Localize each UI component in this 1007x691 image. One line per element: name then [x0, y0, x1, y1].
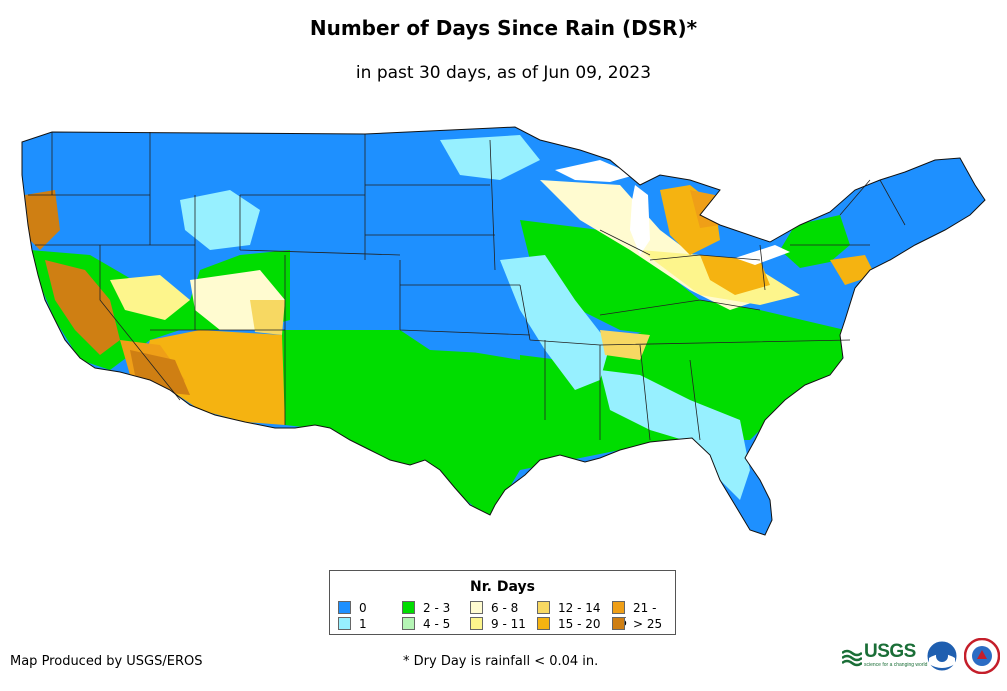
legend-item: 1 [338, 617, 367, 631]
region-orange-oh [700, 255, 770, 295]
legend-label: > 25 [633, 617, 663, 631]
us-outline [21, 126, 986, 536]
region-1214-sw [250, 300, 285, 335]
legend-swatch [470, 601, 483, 614]
state-borders [28, 132, 906, 441]
legend-swatch [612, 601, 625, 614]
legend-swatch [537, 617, 550, 630]
lake-erie [735, 245, 790, 265]
region-green-south [280, 330, 845, 520]
region-orange-sw [140, 330, 285, 425]
credit-text: Map Produced by USGS/EROS [10, 654, 203, 669]
legend-label: 6 - 8 [491, 601, 519, 615]
noaa-logo-icon [926, 640, 958, 672]
usgs-logo: USGS science for a changing world [842, 641, 927, 671]
usgs-wave-icon [842, 649, 862, 667]
map-title: Number of Days Since Rain (DSR)* [309, 16, 698, 40]
region-lightblue-north [440, 135, 540, 180]
legend-label: 9 - 11 [491, 617, 526, 631]
nws-logo-icon [964, 638, 1000, 674]
legend-label: 15 - 20 [558, 617, 601, 631]
legend-swatch [338, 601, 351, 614]
dry-day-note: * Dry Day is rainfall < 0.04 in. [403, 654, 599, 669]
legend-item: 0 [338, 601, 367, 615]
usgs-wordmark: USGS [864, 641, 916, 662]
region-lightblue-se [600, 370, 750, 500]
legend-label: 4 - 5 [423, 617, 451, 631]
legend-item: 12 - 14 [537, 601, 601, 615]
agency-logos: USGS science for a changing world [842, 637, 1002, 675]
legend: Nr. Days 0 1 2 - 3 4 - 5 6 - 8 9 - 11 12 - 14 1… [329, 570, 676, 635]
legend-swatch [537, 601, 550, 614]
legend-item: 21 - 25 [612, 601, 675, 629]
lake-superior [555, 160, 635, 182]
lake-michigan [630, 185, 650, 255]
legend-item: 6 - 8 [470, 601, 518, 615]
region-gt25-az [130, 350, 190, 395]
legend-item: 2 - 3 [402, 601, 450, 615]
legend-item: 15 - 20 [537, 617, 601, 631]
legend-swatch [612, 617, 625, 630]
map-subtitle: in past 30 days, as of Jun 09, 2023 [355, 63, 652, 83]
legend-label: 0 [359, 601, 367, 615]
region-lightblue-plains [500, 255, 610, 390]
region-blue-plains [290, 260, 520, 360]
legend-label: 2 - 3 [423, 601, 451, 615]
region-yellow-west [110, 275, 190, 320]
region-green-east [520, 220, 845, 350]
legend-label: 12 - 14 [558, 601, 601, 615]
legend-item: > 25 [612, 617, 662, 631]
region-green-ne [780, 215, 850, 268]
legend-swatch [402, 601, 415, 614]
legend-item: 9 - 11 [470, 617, 526, 631]
legend-label: 1 [359, 617, 367, 631]
legend-swatch [470, 617, 483, 630]
legend-swatch [402, 617, 415, 630]
region-gt25-ca [45, 260, 120, 355]
us-map [21, 126, 986, 536]
legend-item: 4 - 5 [402, 617, 450, 631]
legend-title: Nr. Days [470, 579, 535, 595]
region-gt25-or [25, 190, 60, 250]
usgs-tagline: science for a changing world [864, 662, 928, 668]
region-1214 [600, 330, 650, 360]
legend-swatch [338, 617, 351, 630]
dsr-map-svg [21, 126, 986, 536]
